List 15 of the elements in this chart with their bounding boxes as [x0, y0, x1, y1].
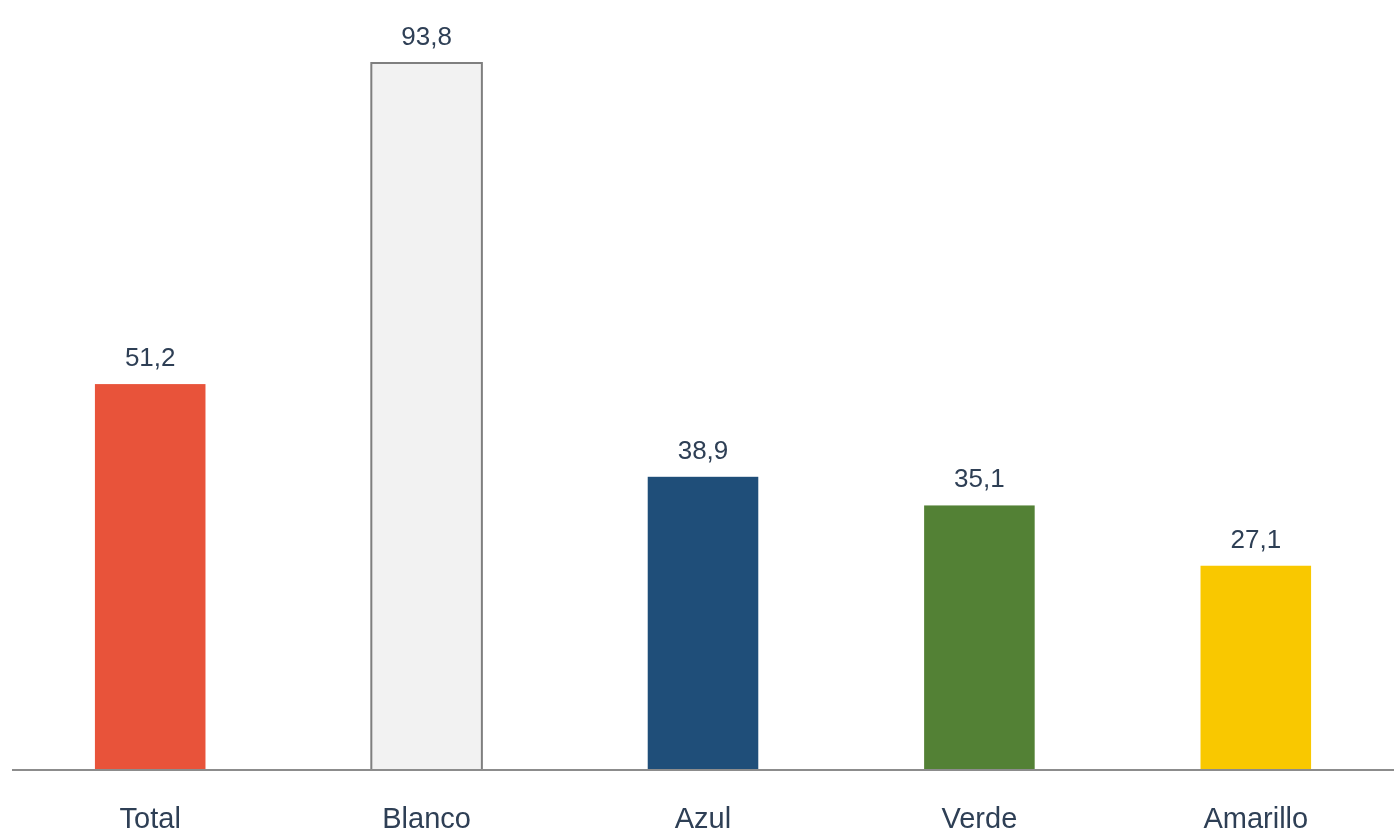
- data-label: 51,2: [124, 342, 176, 373]
- x-tick-label: Verde: [941, 802, 1018, 834]
- x-tick-label: Amarillo: [1203, 802, 1309, 834]
- x-tick-label: Blanco: [382, 802, 471, 834]
- bar: [370, 62, 483, 771]
- bar: [94, 384, 206, 770]
- x-tick-label: Total: [119, 802, 181, 834]
- data-label: 38,9: [677, 434, 729, 465]
- data-label: 93,8: [401, 21, 452, 51]
- bar: [647, 476, 759, 770]
- data-label: 27,1: [1230, 523, 1282, 554]
- data-label: 35,1: [954, 463, 1005, 494]
- bar: [1200, 565, 1312, 770]
- bar: [924, 505, 1035, 770]
- x-tick-label: Azul: [674, 802, 732, 834]
